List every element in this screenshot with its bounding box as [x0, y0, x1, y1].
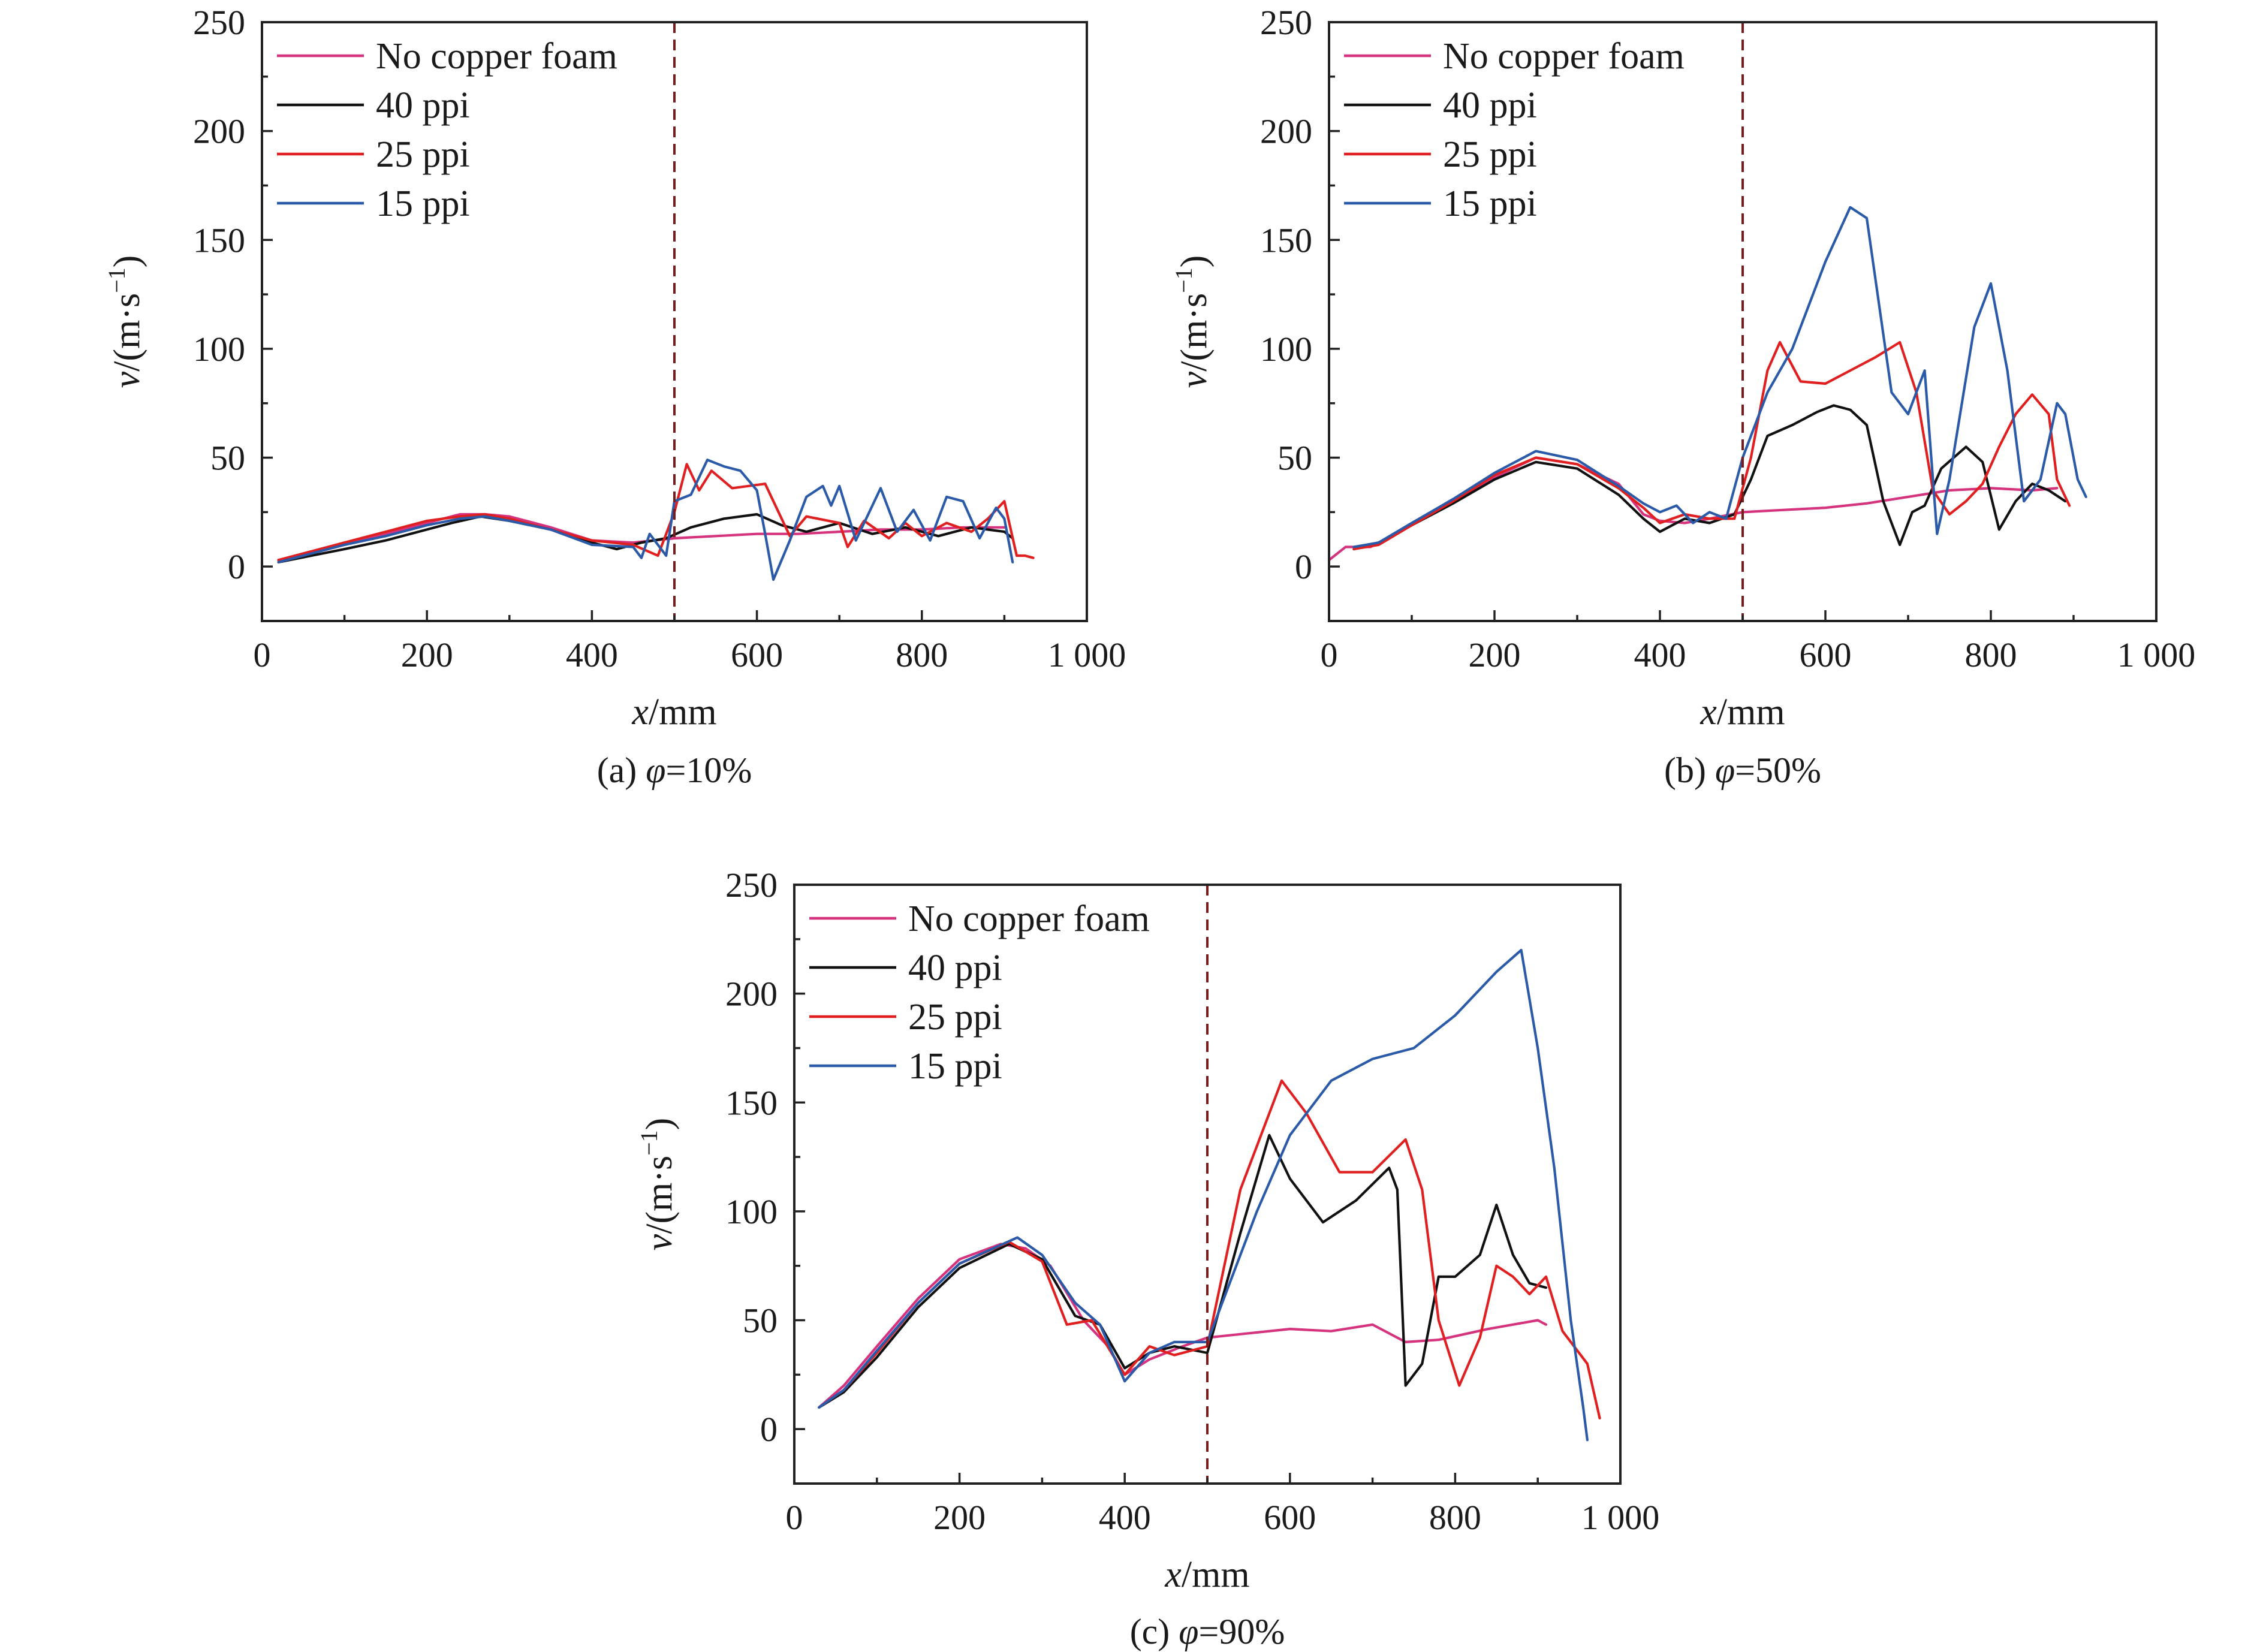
y-tick-label: 150 [1260, 221, 1312, 260]
panel-caption: (b) φ=50% [1664, 750, 1821, 790]
legend-label: 40 ppi [1443, 85, 1537, 126]
x-axis-title: x/mm [631, 692, 716, 732]
y-tick-label: 250 [193, 3, 245, 42]
legend: No copper foam 40 ppi 25 ppi 15 ppi [1344, 36, 1685, 224]
x-tick-label: 1 000 [1581, 1498, 1660, 1537]
y-tick-label: 100 [1260, 330, 1312, 369]
legend-label: 25 ppi [376, 134, 470, 175]
x-tick-label: 600 [1800, 635, 1852, 674]
series-line-15-ppi [1352, 206, 2087, 548]
x-tick-label: 200 [401, 635, 453, 674]
panel-caption: (c) φ=90% [1130, 1612, 1285, 1651]
y-tick-label: 250 [1260, 3, 1312, 42]
x-tick-label: 0 [786, 1498, 803, 1537]
chart-panel-b: 0 200 400 600 800 1 000 0 50 100 150 200 250 x/mm v/(… [1170, 3, 2195, 790]
legend-label: 25 ppi [1443, 134, 1537, 175]
y-tick-label: 150 [193, 221, 245, 260]
legend: No copper foam 40 ppi 25 ppi 15 ppi [277, 36, 617, 224]
y-tick-label: 50 [743, 1301, 778, 1340]
series-line-15-ppi [277, 459, 1014, 581]
x-tick-label: 1 000 [1048, 635, 1126, 674]
y-axis-title: v/(m·s−1) [103, 255, 147, 388]
y-axis-title: v/(m·s−1) [635, 1118, 680, 1251]
series-line-no-copper-foam [818, 1243, 1548, 1409]
legend-label: No copper foam [376, 36, 617, 77]
x-tick-label: 800 [1429, 1498, 1481, 1537]
chart-panel-c: 0 200 400 600 800 1 000 0 50 100 150 200 250 x/mm v/(… [635, 866, 1659, 1651]
y-axis-title: v/(m·s−1) [1170, 255, 1215, 388]
y-tick-label: 0 [228, 547, 245, 586]
legend-label: 15 ppi [376, 183, 470, 224]
series-line-40-ppi [1352, 404, 2067, 551]
x-tick-label: 400 [1099, 1498, 1151, 1537]
y-tick-label: 100 [193, 330, 245, 369]
y-tick-label: 50 [1277, 439, 1312, 478]
y-tick-label: 150 [725, 1083, 778, 1122]
x-axis-title: x/mm [1164, 1554, 1249, 1595]
y-tick-label: 250 [725, 866, 778, 905]
x-tick-label: 1 000 [2117, 635, 2196, 674]
x-tick-label: 800 [1965, 635, 2017, 674]
legend-label: 40 ppi [908, 948, 1002, 988]
x-tick-label: 0 [1321, 635, 1338, 674]
legend-label: No copper foam [1443, 36, 1685, 77]
legend: No copper foam 40 ppi 25 ppi 15 ppi [809, 899, 1150, 1087]
legend-label: No copper foam [908, 899, 1150, 939]
legend-label: 15 ppi [908, 1046, 1002, 1087]
x-tick-label: 600 [731, 635, 783, 674]
series-line-25-ppi [1352, 340, 2071, 551]
y-tick-label: 200 [193, 112, 245, 151]
series-line-40-ppi [818, 1134, 1548, 1409]
x-axis-title: x/mm [1700, 692, 1785, 732]
y-tick-label: 50 [210, 439, 245, 478]
series-line-40-ppi [277, 513, 1014, 564]
legend-label: 40 ppi [376, 85, 470, 126]
x-tick-label: 0 [254, 635, 271, 674]
x-tick-label: 200 [1469, 635, 1521, 674]
series-line-15-ppi [818, 948, 1589, 1442]
panel-caption: (a) φ=10% [597, 750, 752, 790]
x-tick-label: 800 [896, 635, 948, 674]
x-tick-label: 600 [1264, 1498, 1316, 1537]
y-tick-label: 0 [1295, 547, 1312, 586]
series-line-25-ppi [277, 463, 1035, 562]
y-tick-label: 0 [760, 1410, 778, 1449]
x-tick-label: 200 [933, 1498, 986, 1537]
legend-label: 25 ppi [908, 997, 1002, 1038]
legend-label: 15 ppi [1443, 183, 1537, 224]
x-tick-label: 400 [566, 635, 618, 674]
y-tick-label: 200 [1260, 112, 1312, 151]
x-tick-label: 400 [1634, 635, 1686, 674]
y-tick-label: 200 [725, 975, 778, 1014]
series-line-no-copper-foam [277, 513, 1006, 562]
chart-panel-a: 0 200 400 600 800 1 000 0 50 100 150 200 250 x/mm v/(… [103, 3, 1126, 790]
y-tick-label: 100 [725, 1192, 778, 1231]
